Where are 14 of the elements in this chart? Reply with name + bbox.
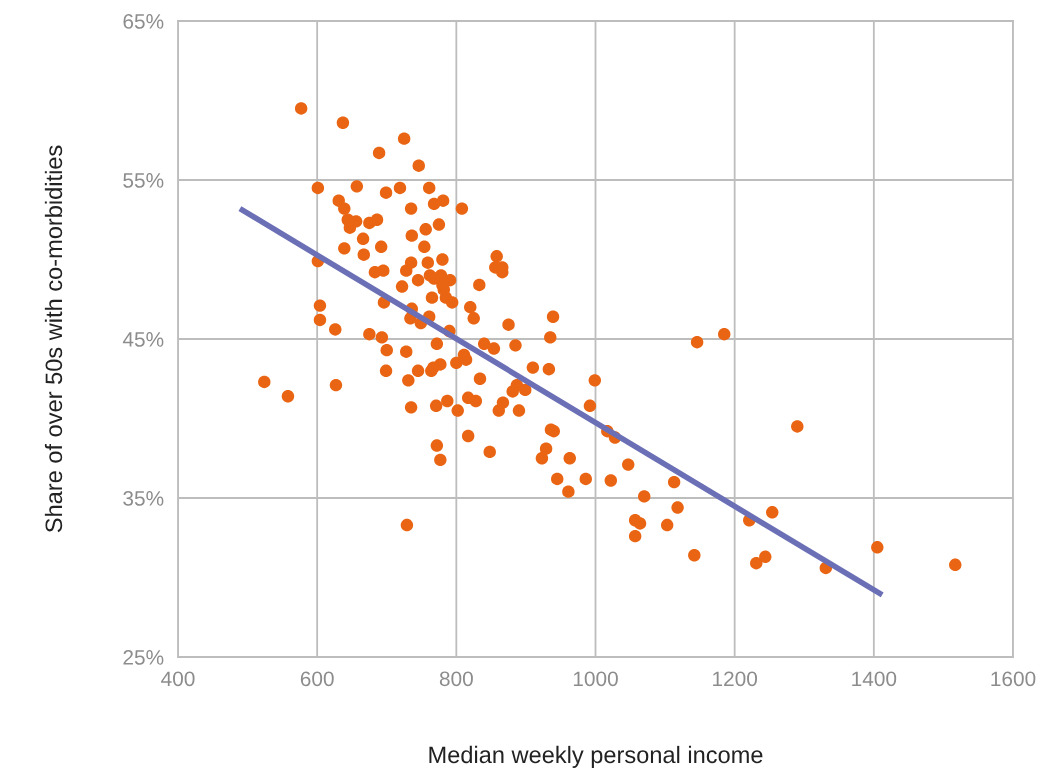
x-tick-label: 600	[300, 671, 334, 687]
y-tick-label: 45%	[122, 332, 164, 347]
x-tick-label: 1000	[573, 671, 618, 687]
y-tick-label: 55%	[123, 173, 164, 188]
y-axis-title: Share of over 50s with co-morbidities	[44, 145, 63, 533]
x-tick-label: 800	[439, 671, 473, 687]
x-axis-title: Median weekly personal income	[429, 745, 763, 768]
x-tick-label: 1200	[713, 671, 758, 687]
x-tick-label: 1600	[991, 671, 1036, 687]
x-tick-label: 1400	[852, 671, 897, 687]
y-tick-label: 35%	[123, 491, 164, 506]
y-tick-label: 25%	[123, 650, 164, 665]
x-tick-label: 400	[161, 671, 195, 687]
y-tick-label: 65%	[123, 14, 164, 29]
